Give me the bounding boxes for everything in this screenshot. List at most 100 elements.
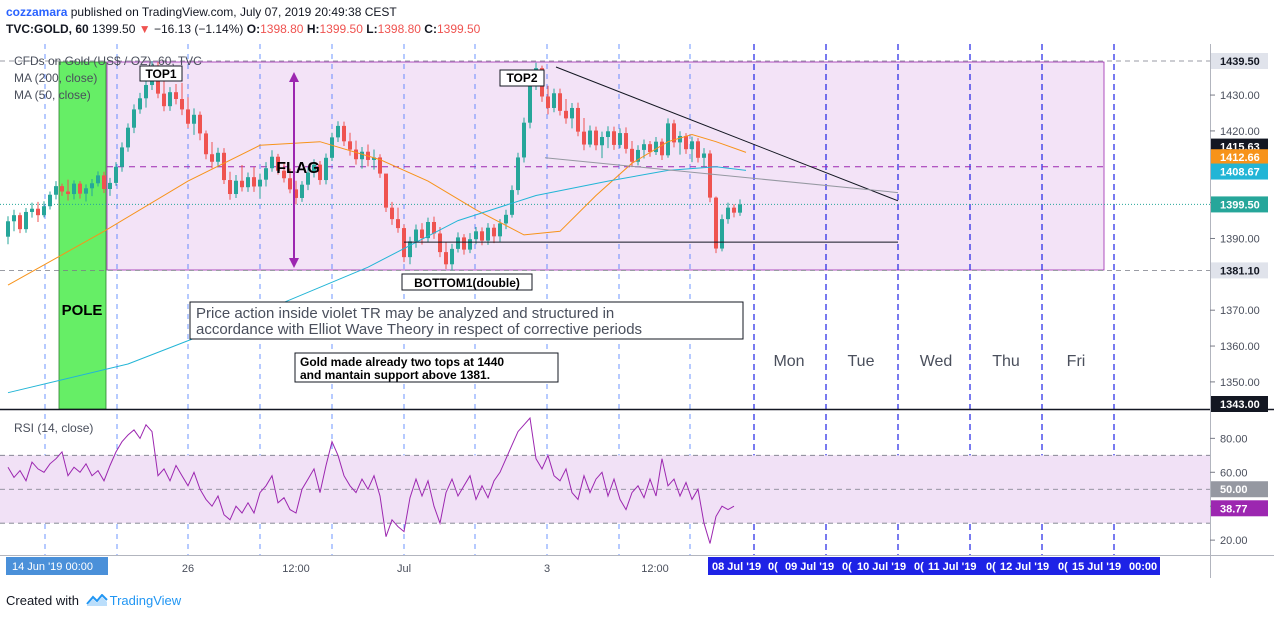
candle-body [360, 151, 364, 160]
candle-body [552, 93, 556, 108]
candle-body [306, 172, 310, 185]
rsi-legend: RSI (14, close) [14, 421, 93, 435]
footer: Created with TradingView [6, 593, 181, 608]
lower-trendline [544, 157, 899, 194]
candle-body [672, 123, 676, 143]
candle-body [30, 208, 34, 212]
future-date-label: 12 Jul '19 [1000, 561, 1049, 573]
price-tick-label: 1430.00 [1220, 90, 1260, 102]
price-change: −16.13 (−1.14%) [154, 22, 244, 36]
bottom1-label: BOTTOM1(double) [414, 276, 520, 290]
candle-body [648, 144, 652, 153]
price-marker [1211, 396, 1268, 412]
candle-body [276, 156, 280, 171]
candle-body [432, 221, 436, 234]
candle-body [582, 131, 586, 145]
tradingview-logo-icon [85, 594, 108, 606]
candle-body [60, 186, 64, 192]
note2-line2: and mantain support above 1381. [300, 368, 490, 382]
price-marker [1211, 163, 1268, 180]
time-axis[interactable]: 14 Jun '19 00:00 26 12:00 Jul 3 12:00 08 Jul '… [6, 557, 1160, 575]
author-name[interactable]: cozzamara [6, 5, 68, 19]
close-label: C: [424, 22, 437, 36]
candle-body [18, 215, 22, 230]
candle-body [570, 107, 574, 119]
price-tick-label: 1390.00 [1220, 233, 1260, 245]
candle-body [240, 180, 244, 188]
pole-zone [58, 61, 107, 410]
candle-body [474, 231, 478, 240]
candle-body [228, 180, 232, 195]
weekday-label: Wed [920, 353, 953, 370]
high-value: 1399.50 [319, 22, 363, 36]
price-marker-label: 1399.50 [1220, 199, 1260, 211]
rsi-tick-label: 20.00 [1220, 535, 1248, 547]
candle-body [630, 148, 634, 162]
candle-body [324, 157, 328, 181]
price-marker-label: 1343.00 [1220, 399, 1260, 411]
time-start-marker [6, 557, 108, 575]
candle-body [738, 204, 742, 213]
candle-body [546, 96, 550, 108]
candle-body [714, 197, 718, 249]
candle-body [666, 123, 670, 156]
candle-body [36, 208, 40, 216]
time-label: 12:00 [282, 563, 310, 575]
weekday-label: Thu [992, 353, 1020, 370]
candle-body [612, 131, 616, 145]
candle-body [384, 173, 388, 208]
symbol-label: TVC:GOLD, 60 [6, 22, 89, 36]
price-tick-label: 1420.00 [1220, 126, 1260, 138]
candle-body [294, 189, 298, 198]
price-marker-label: 1412.66 [1220, 152, 1260, 164]
candle-body [708, 153, 712, 198]
candle-body [636, 149, 640, 162]
low-label: L: [366, 22, 378, 36]
candle-body [696, 141, 700, 158]
rsi-marker-label: 38.77 [1220, 503, 1248, 515]
candle-body [726, 207, 730, 220]
candle-body [54, 186, 58, 195]
candle-body [624, 133, 628, 149]
candle-body [132, 109, 136, 128]
candle-body [588, 130, 592, 145]
future-date-label: 00:00 [1129, 561, 1157, 573]
candle-body [288, 178, 292, 190]
candle-body [396, 219, 400, 229]
candle-body [720, 219, 724, 249]
trend-drawings [404, 66, 899, 243]
pole-label: POLE [62, 302, 103, 319]
candle-body [594, 130, 598, 146]
candle-body [24, 211, 28, 230]
weekday-labels: Mon Tue Wed Thu Fri [773, 353, 1085, 370]
price-marker-label: 1408.67 [1220, 167, 1260, 179]
candle-body [576, 107, 580, 132]
candle-body [462, 237, 466, 250]
candle-body [480, 231, 484, 241]
candle-body [84, 188, 88, 194]
candle-body [336, 125, 340, 138]
candle-body [78, 183, 82, 194]
candle-body [180, 99, 184, 110]
price-marker-label: 1381.10 [1220, 265, 1260, 277]
candle-body [468, 239, 472, 250]
price-axis[interactable]: 1350.001360.001370.001390.001400.001420.… [1210, 53, 1268, 412]
candle-body [642, 144, 646, 150]
candle-body [264, 168, 268, 180]
candle-body [444, 252, 448, 265]
ma200-line [7, 166, 747, 394]
candle-body [90, 183, 94, 189]
candle-body [234, 180, 238, 195]
candle-body [354, 149, 358, 160]
candle-body [138, 98, 142, 110]
note2-line1: Gold made already two tops at 1440 [300, 355, 504, 369]
candle-body [600, 137, 604, 146]
candle-body [438, 233, 442, 253]
range-zone [106, 61, 1105, 271]
future-date-label: 11 Jul '19 [928, 561, 977, 573]
candle-body [660, 141, 664, 156]
tradingview-brand[interactable]: TradingView [109, 593, 182, 608]
future-date-label: 0( [768, 561, 778, 573]
